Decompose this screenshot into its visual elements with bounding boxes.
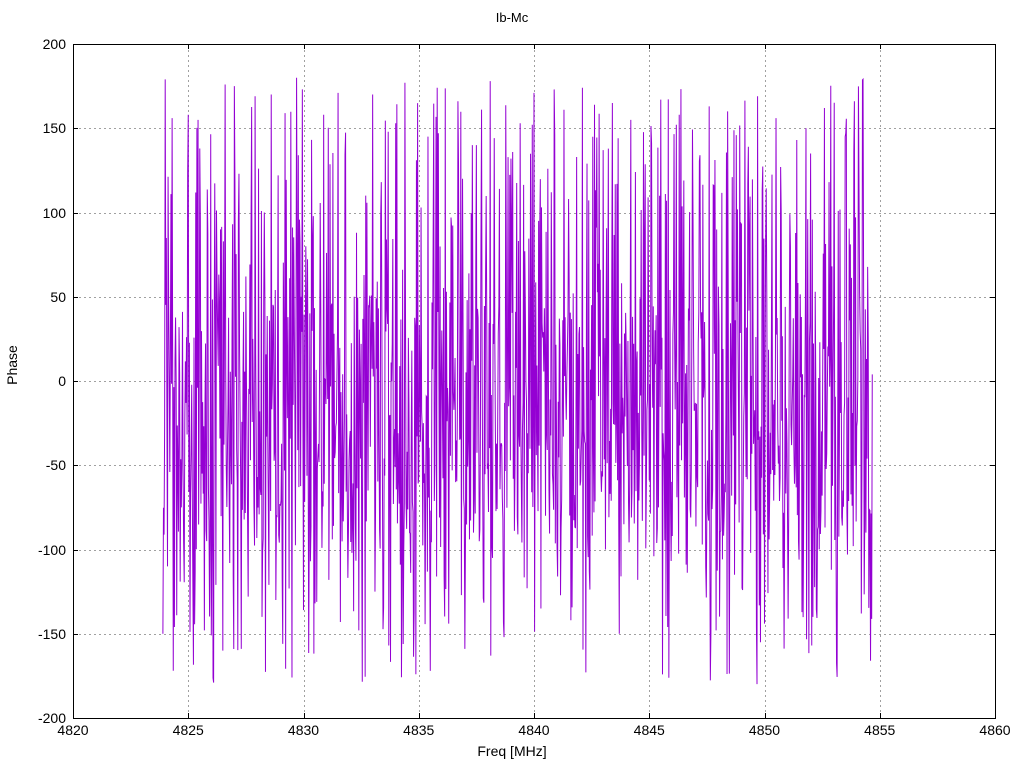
y-axis-tick-labels: -200 -150 -100 -50 0 50 100 150 200 [0,0,66,768]
y-tick-label: 150 [42,120,66,137]
x-axis-label: Freq [MHz] [477,743,547,759]
y-tick-label: -150 [37,625,66,642]
y-tick-label: -100 [37,541,66,558]
data-series-phase [162,77,873,685]
y-tick-label: -200 [37,710,66,726]
x-tick-label: 4855 [864,722,896,738]
x-tick-label: 4820 [57,722,89,738]
y-tick-label: 100 [42,204,66,221]
y-tick-label: 50 [50,288,66,305]
x-tick-label: 4830 [287,722,320,738]
x-tick-label: 4825 [172,722,204,738]
y-tick-label: 0 [58,373,66,389]
x-tick-label: 4840 [518,722,550,738]
x-tick-label: 4850 [748,722,781,738]
series-line-phase [162,77,873,685]
plot-border [73,44,996,719]
x-tick-label: 4835 [403,722,435,738]
chart-title: Ib-Mc [495,10,529,25]
y-tick-label: 200 [42,36,66,52]
y-tick-label: -50 [45,457,66,474]
x-tick-label: 4860 [979,722,1011,738]
x-tick-label: 4845 [633,722,665,738]
